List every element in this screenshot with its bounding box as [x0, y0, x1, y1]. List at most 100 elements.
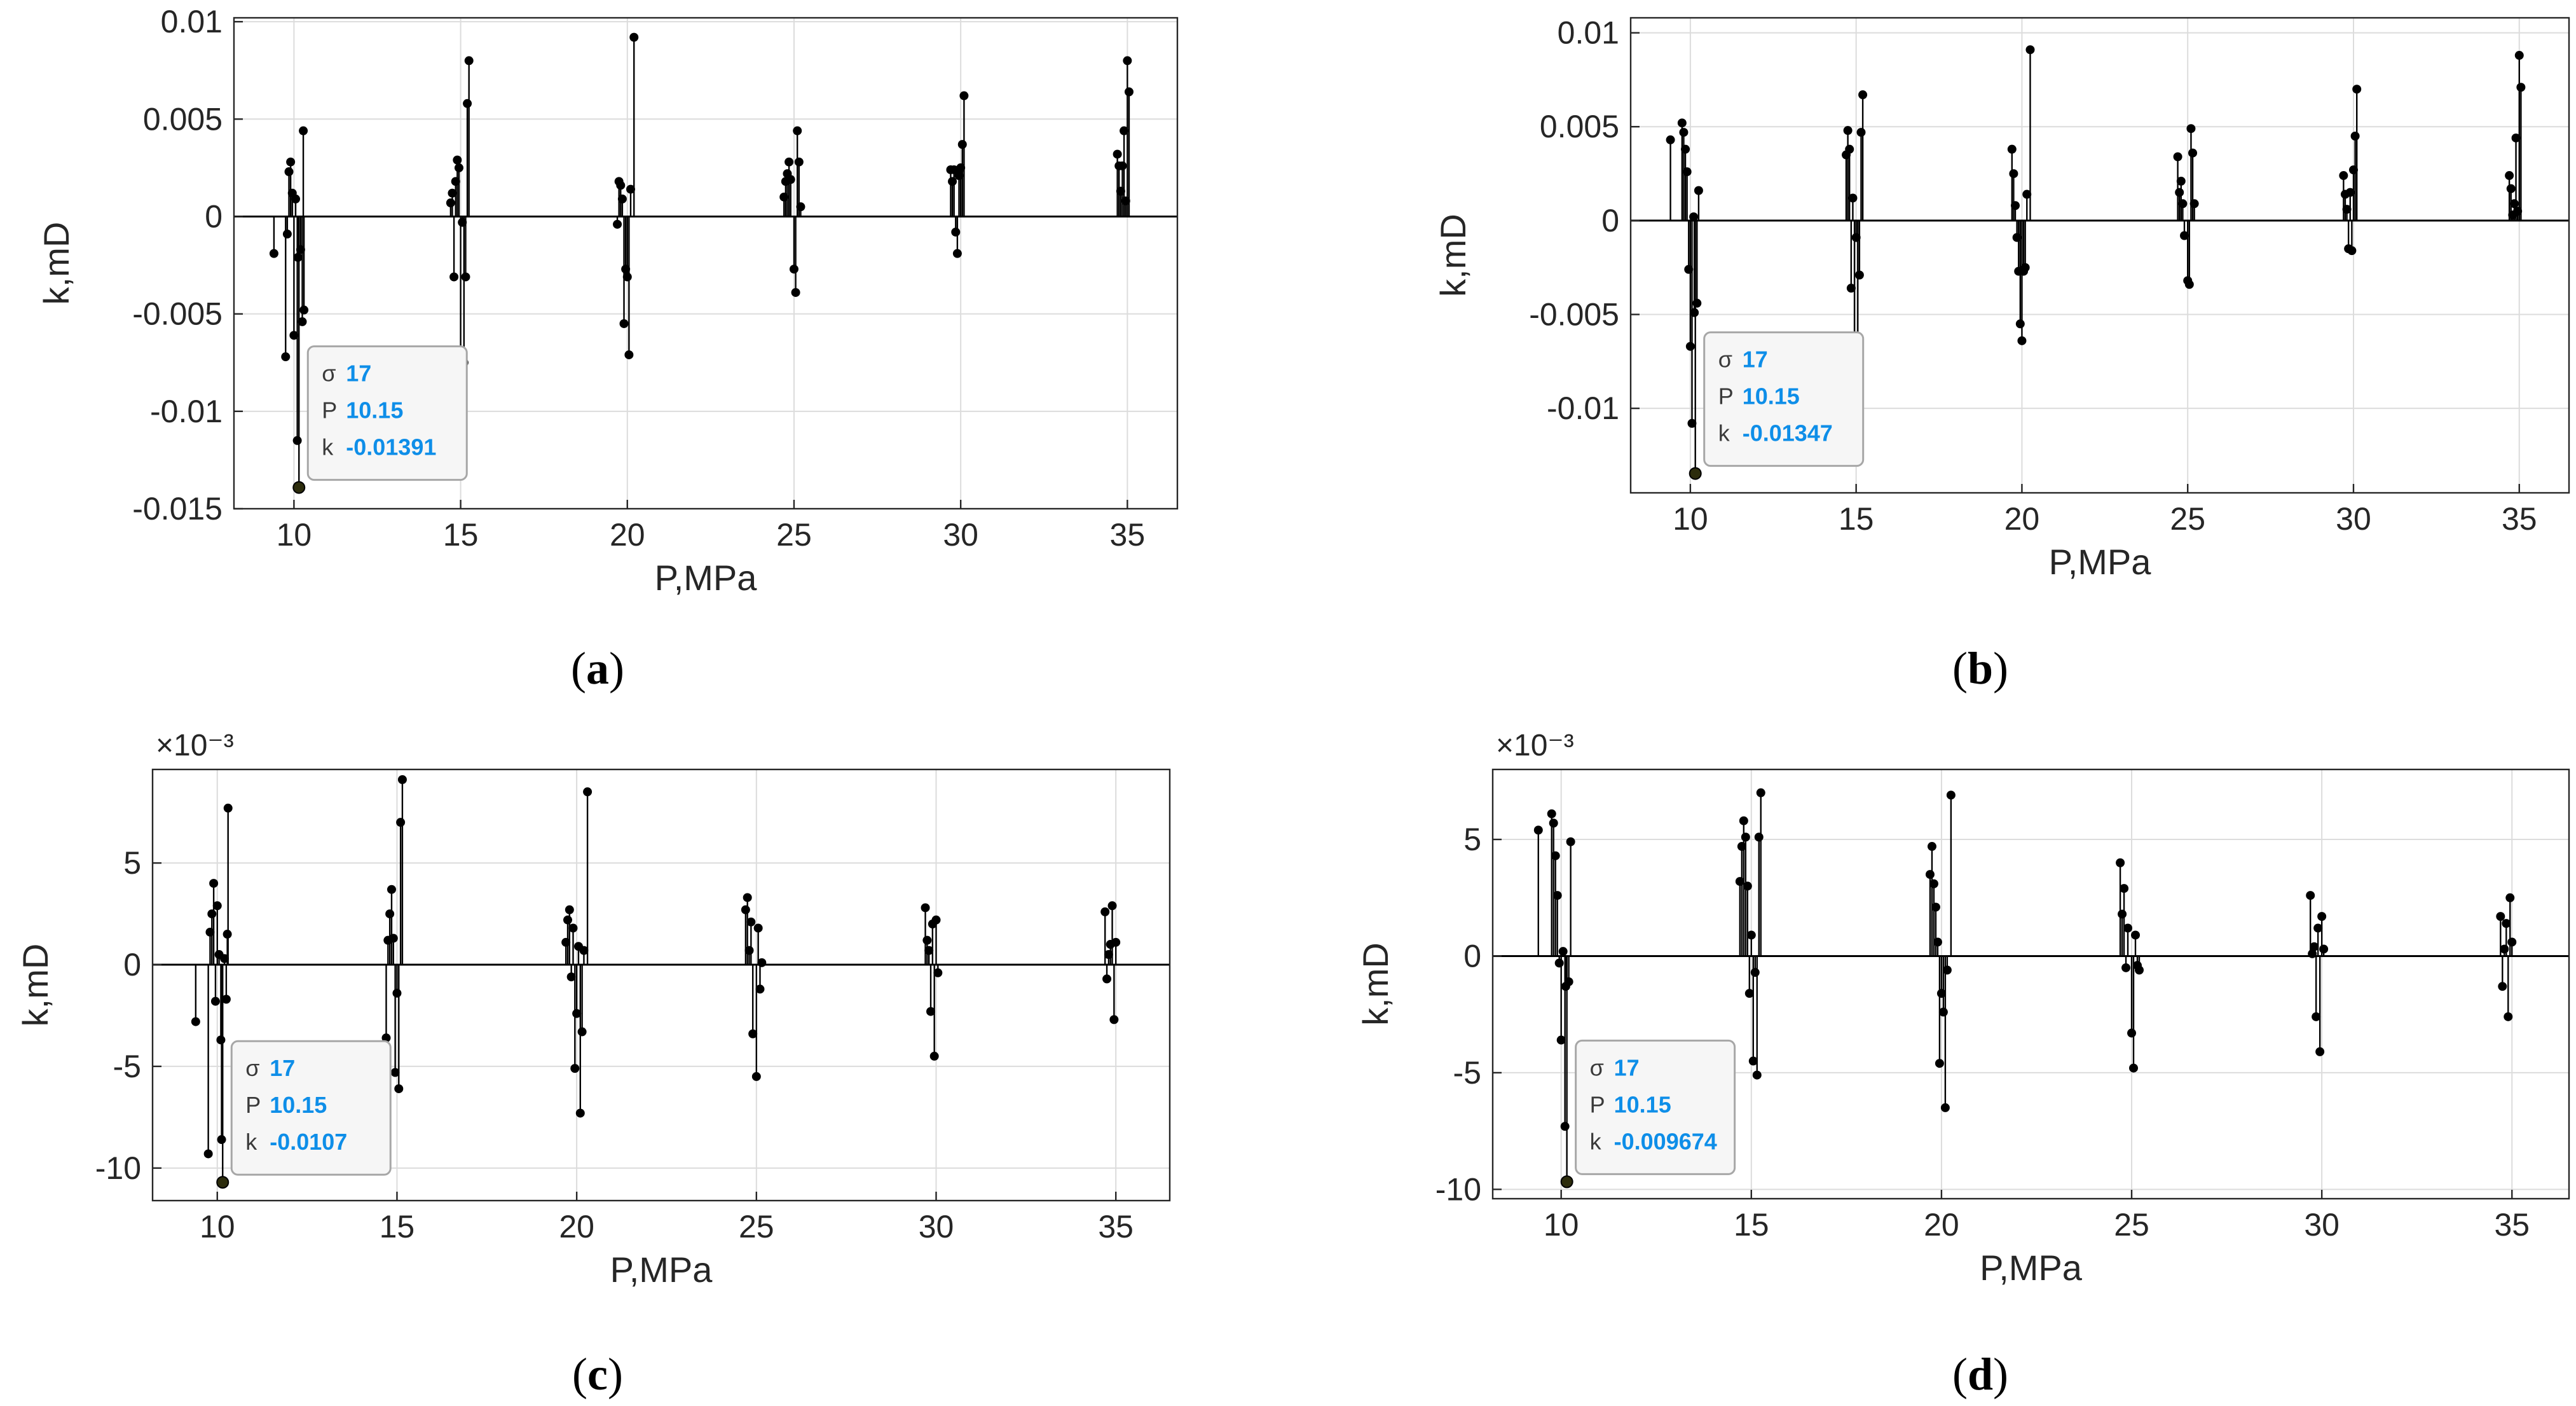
data-point[interactable] — [2017, 336, 2027, 345]
data-point[interactable] — [1929, 879, 1938, 888]
data-point[interactable] — [1121, 196, 1130, 205]
data-point[interactable] — [577, 1027, 587, 1037]
data-point[interactable] — [924, 946, 934, 955]
data-point[interactable] — [299, 126, 308, 135]
data-point[interactable] — [2507, 937, 2517, 947]
data-point[interactable] — [2120, 884, 2129, 893]
data-point[interactable] — [1687, 418, 1697, 428]
datatip[interactable]: σ 17 P 10.15 k -0.01347 — [1703, 331, 1865, 467]
data-point[interactable] — [948, 177, 957, 186]
data-point[interactable] — [2179, 231, 2189, 240]
data-point[interactable] — [786, 175, 795, 184]
data-point[interactable] — [789, 265, 798, 274]
data-point[interactable] — [926, 1007, 936, 1016]
data-point[interactable] — [1750, 968, 1760, 977]
data-point[interactable] — [959, 91, 969, 100]
data-point[interactable] — [299, 305, 309, 315]
data-point[interactable] — [617, 194, 627, 203]
data-point[interactable] — [1547, 809, 1556, 818]
data-point[interactable] — [784, 157, 794, 167]
data-point[interactable] — [1938, 1007, 1948, 1017]
data-point[interactable] — [563, 915, 573, 925]
data-point[interactable] — [2025, 45, 2035, 55]
data-point[interactable] — [1756, 788, 1765, 797]
data-point[interactable] — [2348, 165, 2358, 175]
data-point[interactable] — [1843, 126, 1853, 135]
data-point[interactable] — [2310, 942, 2319, 951]
data-point[interactable] — [1566, 837, 1575, 846]
data-point[interactable] — [2015, 319, 2025, 329]
data-point[interactable] — [2118, 909, 2127, 919]
data-point[interactable] — [2345, 188, 2355, 197]
data-point[interactable] — [446, 198, 455, 208]
data-point[interactable] — [217, 1135, 226, 1145]
data-point[interactable] — [2352, 85, 2362, 94]
data-point[interactable] — [1533, 825, 1543, 835]
data-point[interactable] — [791, 287, 800, 297]
data-point[interactable] — [922, 935, 932, 945]
data-point[interactable] — [394, 1084, 404, 1094]
data-point[interactable] — [464, 56, 474, 65]
data-point[interactable] — [1681, 144, 1690, 154]
data-point[interactable] — [284, 167, 294, 177]
data-point[interactable] — [223, 803, 233, 813]
data-point[interactable] — [1116, 186, 1125, 196]
data-point[interactable] — [210, 996, 220, 1006]
data-point[interactable] — [572, 1009, 582, 1018]
data-point[interactable] — [2173, 152, 2182, 162]
data-point[interactable] — [1123, 56, 1132, 65]
selected-data-point[interactable] — [1689, 467, 1702, 480]
data-point[interactable] — [1927, 842, 1936, 851]
data-point[interactable] — [289, 331, 299, 340]
data-point[interactable] — [579, 946, 589, 955]
data-point[interactable] — [1754, 832, 1764, 842]
data-point[interactable] — [949, 165, 959, 174]
data-point[interactable] — [952, 249, 962, 258]
data-point[interactable] — [743, 893, 752, 902]
data-point[interactable] — [1690, 308, 1699, 317]
data-point[interactable] — [744, 946, 754, 955]
data-point[interactable] — [2306, 891, 2315, 900]
data-point[interactable] — [2184, 280, 2194, 289]
data-point[interactable] — [220, 954, 230, 963]
data-point[interactable] — [1666, 135, 1675, 144]
data-point[interactable] — [796, 202, 805, 212]
data-point[interactable] — [397, 775, 407, 784]
data-point[interactable] — [746, 917, 756, 927]
data-point[interactable] — [1100, 907, 1110, 916]
data-point[interactable] — [191, 1017, 200, 1026]
data-point[interactable] — [1737, 842, 1746, 851]
data-point[interactable] — [624, 350, 634, 359]
data-point[interactable] — [1748, 1056, 1758, 1066]
data-point[interactable] — [2502, 919, 2511, 928]
selected-data-point[interactable] — [216, 1176, 230, 1189]
data-point[interactable] — [1931, 902, 1940, 912]
data-point[interactable] — [1845, 144, 1854, 154]
data-point[interactable] — [2500, 944, 2509, 954]
datatip[interactable]: σ 17 P 10.15 k -0.009674 — [1575, 1039, 1736, 1175]
data-point[interactable] — [2189, 199, 2199, 209]
data-point[interactable] — [1741, 832, 1750, 842]
data-point[interactable] — [381, 1033, 391, 1043]
data-point[interactable] — [2315, 1047, 2325, 1056]
datatip[interactable]: σ 17 P 10.15 k -0.0107 — [230, 1040, 392, 1176]
data-point[interactable] — [453, 155, 462, 165]
data-point[interactable] — [1856, 128, 1866, 137]
data-point[interactable] — [566, 972, 576, 982]
data-point[interactable] — [622, 272, 632, 282]
data-point[interactable] — [1746, 930, 1756, 940]
data-point[interactable] — [1925, 870, 1935, 879]
data-point[interactable] — [1558, 947, 1568, 956]
data-point[interactable] — [2121, 963, 2131, 972]
data-point[interactable] — [2123, 923, 2133, 933]
data-point[interactable] — [931, 915, 941, 925]
data-point[interactable] — [2020, 263, 2030, 272]
data-point[interactable] — [570, 1064, 580, 1073]
data-point[interactable] — [282, 230, 292, 239]
data-point[interactable] — [2513, 207, 2523, 216]
data-point[interactable] — [954, 171, 964, 181]
data-point[interactable] — [2342, 205, 2352, 214]
data-point[interactable] — [1551, 851, 1560, 860]
data-point[interactable] — [2127, 1028, 2137, 1038]
data-point[interactable] — [2175, 188, 2184, 197]
